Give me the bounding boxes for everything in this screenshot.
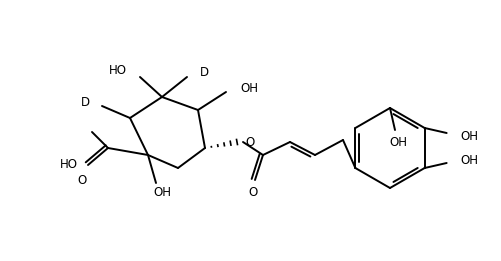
Text: OH: OH bbox=[389, 135, 407, 149]
Text: OH: OH bbox=[153, 187, 171, 199]
Text: HO: HO bbox=[60, 158, 78, 171]
Text: O: O bbox=[77, 174, 87, 187]
Text: D: D bbox=[200, 66, 209, 79]
Text: O: O bbox=[245, 135, 254, 149]
Text: OH: OH bbox=[240, 81, 258, 94]
Text: O: O bbox=[248, 186, 258, 199]
Text: HO: HO bbox=[109, 64, 127, 78]
Text: OH: OH bbox=[460, 129, 478, 143]
Text: OH: OH bbox=[460, 153, 478, 167]
Text: D: D bbox=[81, 96, 90, 109]
